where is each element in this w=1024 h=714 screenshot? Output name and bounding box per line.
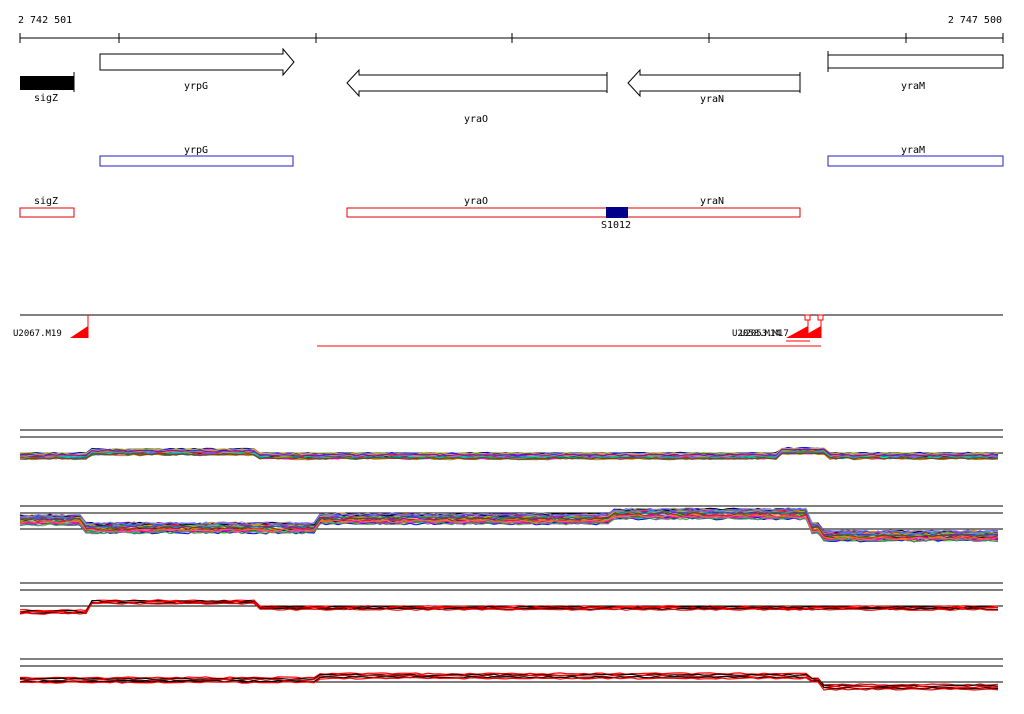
- panel-4-profile-line: [19, 675, 998, 690]
- panel-3-profile-line: [19, 602, 998, 615]
- panel-2-profile-line: [19, 514, 999, 541]
- gene-yraO-arrow[interactable]: [346, 68, 608, 98]
- panel-2-profile-line: [19, 508, 999, 535]
- gene-yrpG-label: yrpG: [184, 81, 208, 92]
- panel-4-profile-line: [19, 674, 999, 689]
- blue-yraM-label: yraM: [901, 145, 925, 156]
- coordinate-ruler: 2 742 501 2 747 500: [18, 15, 1004, 43]
- gene-sigZ-label: sigZ: [34, 93, 58, 104]
- promoter-U2067-flag[interactable]: [70, 326, 88, 338]
- red-yraN-label: yraN: [700, 196, 724, 207]
- red-sigZ-label: sigZ: [34, 196, 58, 207]
- promoter-U2058-label: U2058.M14: [732, 329, 781, 339]
- blue-annotation-track: yrpG yraM: [99, 145, 1004, 167]
- red-yraO-label: yraO: [464, 196, 488, 207]
- ruler-ticks: [19, 33, 1004, 43]
- feature-marker-label: S1012: [601, 220, 631, 231]
- blue-yrpG-label: yrpG: [184, 145, 208, 156]
- blue-yrpG-box[interactable]: [99, 155, 294, 167]
- gene-track: sigZ yrpG yraO yraN yraM: [20, 47, 1004, 125]
- promoter-U2053-term: [817, 314, 824, 321]
- promoter-track: U2067.M19 U2058.M14 U2053.M17: [13, 314, 1003, 347]
- red-sigZ-box[interactable]: [19, 207, 75, 218]
- red-yraO-yraN-box[interactable]: [346, 207, 801, 218]
- ruler-start-label: 2 742 501: [18, 15, 72, 26]
- promoter-U2058-term: [804, 314, 811, 321]
- panel-2-profile-line: [19, 512, 999, 539]
- gene-yrpG-arrow[interactable]: [99, 47, 295, 77]
- gene-yraO-label: yraO: [464, 114, 488, 125]
- panel-2-profile-line: [19, 516, 999, 543]
- blue-yraM-box[interactable]: [827, 155, 1004, 167]
- gene-yraM-label: yraM: [901, 81, 925, 92]
- gene-yraM-bar[interactable]: [827, 54, 1004, 69]
- promoter-U2067-label: U2067.M19: [13, 329, 62, 339]
- panel-1-profile-line: [19, 448, 999, 457]
- expression-panels: [19, 429, 1003, 691]
- ruler-end-label: 2 747 500: [948, 15, 1002, 26]
- gene-yraN-label: yraN: [700, 94, 724, 105]
- panel-2-profile-line: [19, 516, 999, 543]
- promoter-U2058-flag[interactable]: [786, 326, 808, 338]
- gene-sigZ-bar[interactable]: [20, 76, 74, 90]
- red-annotation-track: sigZ yraO yraN S1012: [19, 196, 801, 231]
- promoter-U2053-label: U2053.M17: [740, 329, 789, 339]
- panel-1-profile-line: [19, 452, 999, 460]
- gene-yraN-arrow[interactable]: [627, 68, 801, 98]
- panel-1-profile-line: [19, 447, 999, 456]
- promoter-U2053-flag[interactable]: [800, 326, 821, 338]
- feature-marker-S1012[interactable]: [606, 207, 628, 218]
- panel-4-profile-line: [19, 677, 999, 691]
